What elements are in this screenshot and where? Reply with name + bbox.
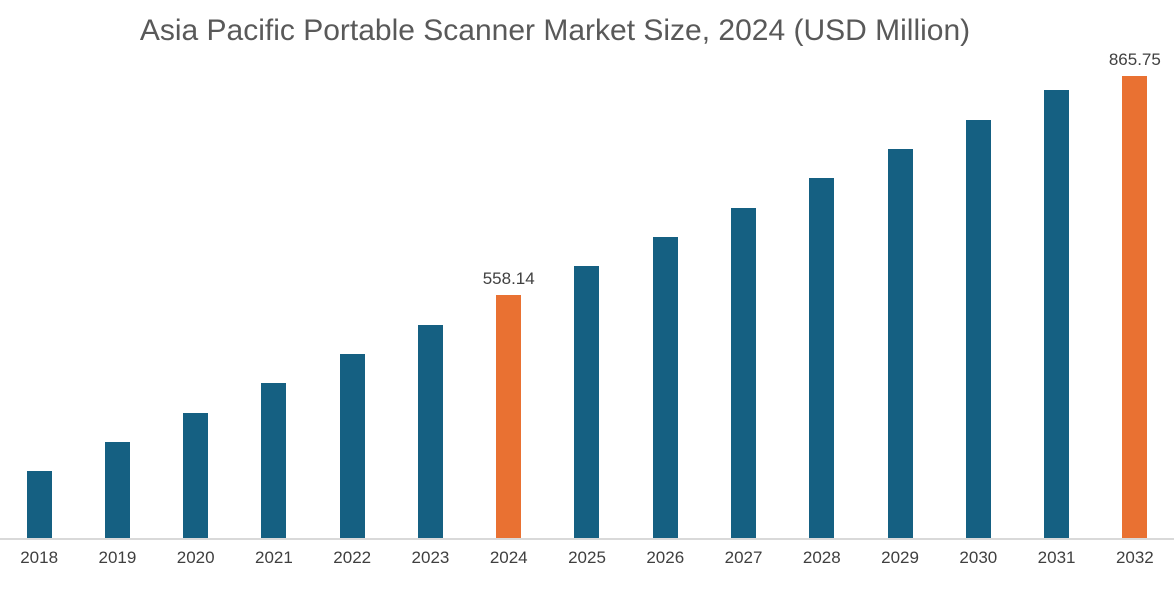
bar-2031 (1044, 90, 1070, 538)
x-tick-2021: 2021 (255, 548, 293, 567)
bar-2022 (339, 354, 365, 538)
bar-2029 (887, 148, 913, 538)
x-tick-2029: 2029 (881, 548, 919, 567)
bar-column-2018 (0, 50, 78, 538)
x-axis: 2018 2019 2020 2021 2022 2023 2024 2025 2026 2027… (0, 546, 1174, 570)
bar-column-2032: 865.75 (1096, 50, 1174, 538)
bar-column-2031 (1017, 50, 1095, 538)
bar-2021 (261, 383, 287, 538)
bar-2025 (574, 266, 600, 538)
plot-area: 558.14 865.75 (0, 50, 1174, 540)
bar-column-2025 (548, 50, 626, 538)
bar-column-2026 (626, 50, 704, 538)
bar-2028 (809, 178, 835, 538)
bar-column-2024: 558.14 (470, 50, 548, 538)
bar-column-2028 (783, 50, 861, 538)
bar-column-2021 (235, 50, 313, 538)
chart-title: Asia Pacific Portable Scanner Market Siz… (139, 14, 971, 47)
bar-column-2029 (861, 50, 939, 538)
x-tick-2024: 2024 (489, 548, 528, 567)
x-tick-2020: 2020 (176, 548, 215, 567)
x-tick-2027: 2027 (724, 548, 763, 567)
bar-column-2027 (704, 50, 782, 538)
bar-2020 (183, 412, 209, 538)
x-tick-2028: 2028 (802, 548, 841, 567)
x-tick-2031: 2031 (1037, 548, 1076, 567)
bar-2024 (496, 295, 522, 538)
bar-2027 (731, 207, 757, 538)
x-tick-2019: 2019 (98, 548, 137, 567)
x-tick-2032: 2032 (1115, 548, 1154, 567)
data-label-2024: 558.14 (482, 269, 535, 289)
bar-column-2020 (157, 50, 235, 538)
x-tick-2025: 2025 (568, 548, 606, 567)
bar-column-2023 (391, 50, 469, 538)
bar-2026 (652, 236, 678, 538)
bar-2018 (26, 471, 52, 538)
x-tick-2022: 2022 (333, 548, 372, 567)
bar-column-2030 (939, 50, 1017, 538)
x-tick-2026: 2026 (646, 548, 685, 567)
bar-2019 (104, 442, 130, 538)
bar-2030 (965, 119, 991, 538)
data-label-2032: 865.75 (1108, 50, 1161, 69)
bar-column-2022 (313, 50, 391, 538)
bar-2032 (1122, 76, 1148, 538)
bar-column-2019 (78, 50, 156, 538)
x-tick-2023: 2023 (411, 548, 450, 567)
bar-2023 (417, 324, 443, 538)
x-tick-2018: 2018 (20, 548, 59, 567)
x-tick-2030: 2030 (959, 548, 998, 567)
